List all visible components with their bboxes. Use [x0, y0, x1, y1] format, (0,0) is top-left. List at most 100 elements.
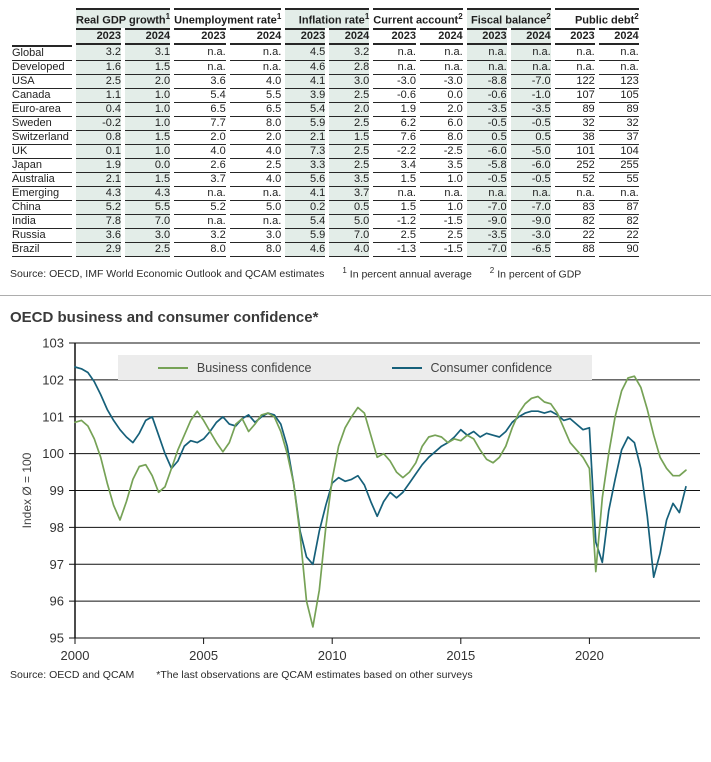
value-cell: 6.5 [174, 103, 226, 117]
value-cell: n.a. [174, 187, 226, 201]
column-group-header: Inflation rate1 [285, 8, 370, 28]
y-tick-label: 96 [50, 594, 64, 609]
chart-source: Source: OECD and QCAM *The last observat… [10, 669, 711, 681]
value-cell: -2.5 [419, 145, 463, 159]
value-cell: 89 [554, 103, 595, 117]
chart-title: OECD business and consumer confidence* [10, 309, 319, 327]
value-cell: 4.0 [229, 145, 282, 159]
row-label: Sweden [12, 117, 72, 131]
value-cell: 7.3 [285, 144, 326, 159]
value-cell: 5.2 [174, 201, 226, 215]
value-cell: 3.3 [285, 158, 326, 173]
value-cell: 0.5 [466, 130, 507, 145]
row-label: Switzerland [12, 131, 72, 145]
value-cell: 7.6 [373, 131, 416, 145]
value-cell: 0.8 [76, 130, 122, 145]
value-cell: n.a. [229, 45, 282, 61]
value-cell: -0.5 [466, 116, 507, 131]
legend-label-business: Business confidence [196, 360, 312, 375]
value-cell: -3.5 [466, 228, 507, 243]
value-cell: 2.9 [76, 242, 122, 257]
value-cell: 89 [598, 103, 639, 117]
value-cell: 1.0 [125, 116, 171, 131]
value-cell: n.a. [419, 45, 463, 61]
year-header: 2024 [419, 27, 463, 45]
value-cell: 101 [554, 145, 595, 159]
value-cell: 2.0 [229, 131, 282, 145]
value-cell: 5.9 [285, 116, 326, 131]
value-cell: 2.5 [125, 242, 171, 257]
row-label: Euro-area [12, 103, 72, 117]
value-cell: 0.5 [329, 200, 370, 215]
row-label: Australia [12, 173, 72, 187]
table-source-text: Source: OECD, IMF World Economic Outlook… [10, 268, 325, 281]
value-cell: 2.0 [174, 131, 226, 145]
x-tick-label: 2010 [318, 648, 347, 663]
value-cell: -7.0 [466, 242, 507, 257]
value-cell: 107 [554, 89, 595, 103]
value-cell: 5.0 [329, 214, 370, 229]
value-cell: 2.8 [329, 60, 370, 75]
value-cell: 0.2 [285, 200, 326, 215]
value-cell: 87 [598, 201, 639, 215]
value-cell: -6.0 [510, 158, 551, 173]
value-cell: 3.0 [329, 74, 370, 89]
value-cell: -7.0 [466, 200, 507, 215]
y-tick-label: 98 [50, 520, 64, 535]
value-cell: -0.5 [510, 116, 551, 131]
consumer-confidence-line [74, 366, 687, 579]
value-cell: 8.0 [174, 243, 226, 257]
chart-legend: Business confidence Consumer confidence [118, 355, 592, 381]
value-cell: -1.2 [373, 215, 416, 229]
value-cell: 22 [554, 229, 595, 243]
consumer-confidence-swatch [391, 366, 422, 369]
value-cell: -0.2 [76, 116, 122, 131]
value-cell: 0.1 [76, 144, 122, 159]
value-cell: -3.0 [373, 75, 416, 89]
value-cell: 1.0 [125, 102, 171, 117]
value-cell: n.a. [466, 44, 507, 61]
table-source: Source: OECD, IMF World Economic Outlook… [10, 266, 711, 281]
value-cell: 32 [598, 117, 639, 131]
year-header: 2024 [598, 27, 639, 45]
year-header: 2023 [373, 27, 416, 45]
value-cell: n.a. [174, 61, 226, 75]
value-cell: n.a. [466, 60, 507, 75]
value-cell: 4.0 [229, 173, 282, 187]
table-row: Sweden -0.2 1.0 7.7 8.0 5.9 2.5 6.2 6.0 -0.5 -0.5 3… [12, 116, 639, 131]
table-row: China 5.2 5.5 5.2 5.0 0.2 0.5 1.5 1.0 -7.0 -7.0 83 8… [12, 200, 639, 215]
value-cell: 1.5 [329, 130, 370, 145]
table-footnote-1: 1 In percent annual average [342, 265, 472, 281]
row-label: Canada [12, 89, 72, 103]
value-cell: 4.6 [285, 242, 326, 257]
corner-cell [12, 28, 72, 45]
value-cell: 90 [598, 243, 639, 257]
report-page: Real GDP growth1 Unemployment rate1 Inflat… [0, 8, 711, 762]
chart-source-text: Source: OECD and QCAM [10, 669, 135, 682]
value-cell: n.a. [229, 215, 282, 229]
y-tick-label: 103 [42, 336, 64, 351]
value-cell: -1.3 [373, 243, 416, 257]
value-cell: 5.0 [229, 201, 282, 215]
value-cell: 22 [598, 229, 639, 243]
row-label: Brazil [12, 243, 72, 257]
y-tick-label: 95 [50, 631, 64, 646]
value-cell: 4.0 [329, 242, 370, 257]
value-cell: n.a. [174, 215, 226, 229]
value-cell: 2.5 [329, 144, 370, 159]
value-cell: 4.0 [174, 145, 226, 159]
table-row: Switzerland 0.8 1.5 2.0 2.0 2.1 1.5 7.6 8.0 0.5 0.… [12, 130, 639, 145]
value-cell: 8.0 [419, 131, 463, 145]
value-cell: -7.0 [510, 74, 551, 89]
value-cell: 8.0 [229, 243, 282, 257]
value-cell: 3.7 [329, 186, 370, 201]
table-row: Australia 2.1 1.5 3.7 4.0 5.6 3.5 1.5 1.0 -0.5 -0.… [12, 172, 639, 187]
section-divider [0, 295, 711, 297]
value-cell: 3.5 [329, 172, 370, 187]
value-cell: -2.2 [373, 145, 416, 159]
value-cell: n.a. [598, 187, 639, 201]
value-cell: -1.5 [419, 243, 463, 257]
value-cell: -0.6 [373, 89, 416, 103]
y-tick-label: 97 [50, 557, 64, 572]
table-row: India 7.8 7.0 n.a. n.a. 5.4 5.0 -1.2 -1.5 -9.0 -9.… [12, 214, 639, 229]
